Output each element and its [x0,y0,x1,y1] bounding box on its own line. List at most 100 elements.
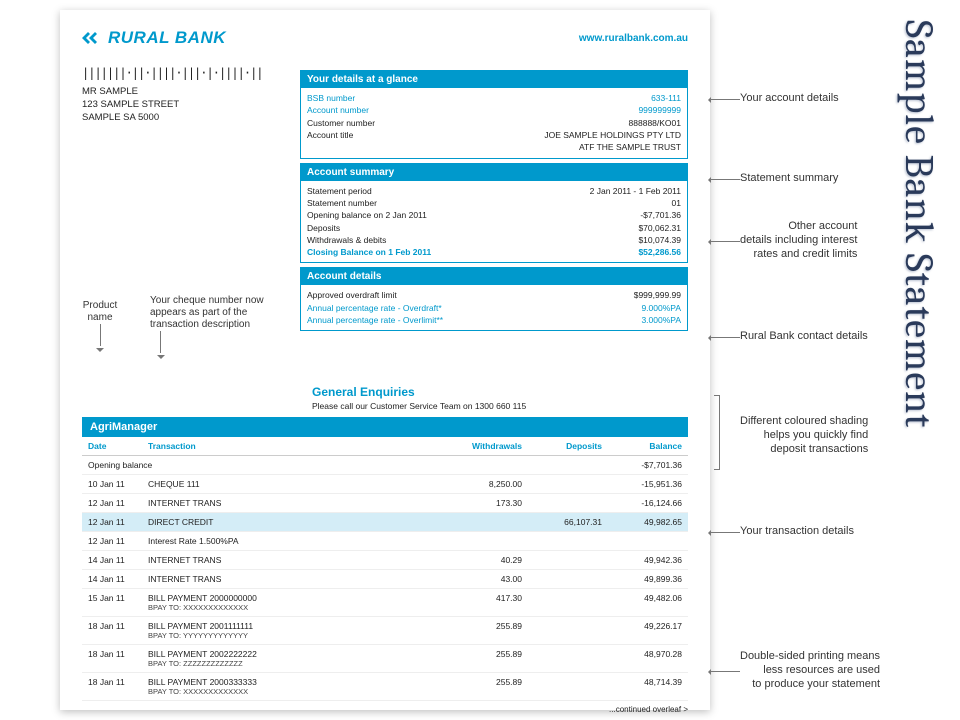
bank-logo: RURAL BANK [82,28,226,48]
table-cell [528,617,608,645]
table-row: 12 Jan 11DIRECT CREDIT66,107.3149,982.65 [82,513,688,532]
panel-value: 2 Jan 2011 - 1 Feb 2011 [590,185,681,197]
table-cell: 10 Jan 11 [82,475,142,494]
panel-label: Annual percentage rate - Overlimit** [307,314,443,326]
panel-label: Statement number [307,197,377,209]
callout-statement-summary: Statement summary [740,172,838,186]
table-cell: INTERNET TRANS [142,494,448,513]
panel-label: Account number [307,104,369,116]
summary-panel: Account summary Statement period 2 Jan 20… [300,163,688,264]
col-balance: Balance [608,437,688,456]
panel-value: 999999999 [638,104,681,116]
panel-label: Closing Balance on 1 Feb 2011 [307,246,431,258]
table-cell: 12 Jan 11 [82,532,142,551]
table-cell: 14 Jan 11 [82,551,142,570]
callout-product-name: Product name [75,300,125,356]
col-withdrawals: Withdrawals [448,437,528,456]
panel-label: Approved overdraft limit [307,289,397,301]
table-cell: 255.89 [448,645,528,673]
panel-value: $999,999.99 [634,289,681,301]
table-cell: BILL PAYMENT 2000000000BPAY TO: XXXXXXXX… [142,589,448,617]
callout-double-sided: Double-sided printing means less resourc… [740,650,880,691]
table-cell: BILL PAYMENT 2002222222BPAY TO: ZZZZZZZZ… [142,645,448,673]
callout-contact-details: Rural Bank contact details [740,330,868,344]
table-cell [448,513,528,532]
table-cell: DIRECT CREDIT [142,513,448,532]
table-cell [528,645,608,673]
table-row: 18 Jan 11BILL PAYMENT 2001111111BPAY TO:… [82,617,688,645]
table-cell: 49,982.65 [608,513,688,532]
callout-shading: Different coloured shading helps you qui… [740,415,868,456]
bank-url: www.ruralbank.com.au [579,33,688,44]
table-row: 12 Jan 11Interest Rate 1.500%PA [82,532,688,551]
table-cell: -16,124.66 [608,494,688,513]
col-deposits: Deposits [528,437,608,456]
table-row: 14 Jan 11INTERNET TRANS43.0049,899.36 [82,570,688,589]
panel-value: $10,074.39 [638,234,681,246]
table-cell: 49,942.36 [608,551,688,570]
table-cell: 14 Jan 11 [82,570,142,589]
table-row: 15 Jan 11BILL PAYMENT 2000000000BPAY TO:… [82,589,688,617]
callout-transaction-details: Your transaction details [740,525,854,539]
col-desc: Transaction [142,437,448,456]
table-cell: INTERNET TRANS [142,570,448,589]
table-cell: 417.30 [448,589,528,617]
col-date: Date [82,437,142,456]
table-cell: 48,970.28 [608,645,688,673]
table-cell: 49,482.06 [608,589,688,617]
table-cell: CHEQUE 111 [142,475,448,494]
panel-value: -$7,701.36 [640,209,681,221]
table-cell: 18 Jan 11 [82,617,142,645]
product-name-bar: AgriManager [82,417,688,437]
panel-value: $70,062.31 [638,222,681,234]
panel-value: JOE SAMPLE HOLDINGS PTY LTD [544,129,681,141]
details-panel-title: Your details at a glance [301,71,687,88]
opening-balance-label: Opening balance [82,456,608,475]
panel-value: 9.000%PA [641,302,681,314]
transactions-table: Date Transaction Withdrawals Deposits Ba… [82,437,688,701]
panel-label: Withdrawals & debits [307,234,386,246]
logo-chevrons-icon [82,30,104,46]
table-cell: BILL PAYMENT 2001111111BPAY TO: YYYYYYYY… [142,617,448,645]
panel-value: 633-111 [651,92,681,104]
table-cell: 18 Jan 11 [82,645,142,673]
account-details-panel-title: Account details [301,268,687,285]
table-row: 18 Jan 11BILL PAYMENT 2000333333BPAY TO:… [82,673,688,701]
callout-cheque-number: Your cheque number now appears as part o… [150,295,310,363]
table-cell: 48,714.39 [608,673,688,701]
table-cell: BILL PAYMENT 2000333333BPAY TO: XXXXXXXX… [142,673,448,701]
table-cell: 49,899.36 [608,570,688,589]
summary-panel-title: Account summary [301,164,687,181]
panel-value: $52,286.56 [638,246,681,258]
table-row: 18 Jan 11BILL PAYMENT 2002222222BPAY TO:… [82,645,688,673]
table-cell: INTERNET TRANS [142,551,448,570]
table-cell: 8,250.00 [448,475,528,494]
table-cell: -15,951.36 [608,475,688,494]
table-row: 12 Jan 11INTERNET TRANS173.30 -16,124.66 [82,494,688,513]
callout-account-details: Your account details [740,92,839,106]
page-side-title: Sample Bank Statement [896,20,942,428]
panel-label: Statement period [307,185,372,197]
panel-value: ATF THE SAMPLE TRUST [579,141,681,153]
table-cell: 18 Jan 11 [82,673,142,701]
table-cell: 255.89 [448,673,528,701]
panel-label: Account title [307,129,353,141]
table-cell: 12 Jan 11 [82,494,142,513]
addressee-city: SAMPLE SA 5000 [82,112,282,125]
table-cell [608,532,688,551]
panel-label: Opening balance on 2 Jan 2011 [307,209,427,221]
details-panel: Your details at a glance BSB number633-1… [300,70,688,159]
table-cell [528,494,608,513]
panel-value: 01 [672,197,681,209]
addressee-name: MR SAMPLE [82,86,282,99]
table-cell [448,532,528,551]
table-cell: 66,107.31 [528,513,608,532]
callout-other-details: Other account details including interest… [740,220,857,261]
panel-label: Annual percentage rate - Overdraft* [307,302,442,314]
page-header: RURAL BANK www.ruralbank.com.au [82,28,688,48]
table-cell: 40.29 [448,551,528,570]
table-cell [528,475,608,494]
mail-barcode: |||||||·||·||||·|||·|·||||·|| [82,70,282,76]
table-cell: 173.30 [448,494,528,513]
table-cell: 255.89 [448,617,528,645]
